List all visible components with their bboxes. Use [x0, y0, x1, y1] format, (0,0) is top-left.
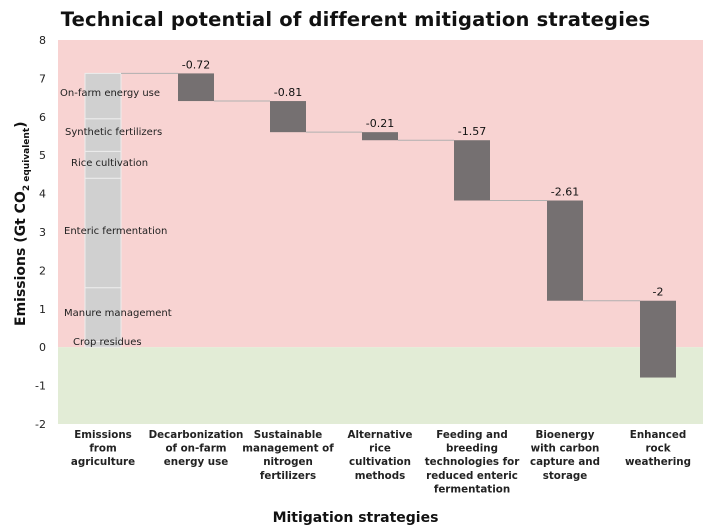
category-label-line: of on-farm	[165, 443, 226, 455]
background-band-0	[58, 40, 703, 348]
step-value-label: -0.81	[274, 86, 302, 99]
category-label-line: Bioenergy	[536, 429, 595, 441]
category-label-line: weathering	[625, 456, 691, 468]
step-bar-1	[178, 73, 214, 102]
step-value-label: -1.57	[458, 125, 486, 138]
total-segment-label: Synthetic fertilizers	[65, 127, 162, 138]
category-label-line: agriculture	[71, 456, 135, 468]
category-label-line: breeding	[446, 443, 498, 455]
category-label: Decarbonization of on-farm energy use	[149, 429, 244, 468]
step-bar-6	[640, 300, 676, 378]
step-value-label: -2	[653, 286, 664, 299]
category-label-line: capture and	[530, 456, 600, 468]
total-segment-label: Enteric fermentation	[64, 226, 167, 237]
category-label-line: nitrogen	[263, 456, 313, 468]
step-bar-5	[547, 200, 583, 301]
category-label-line: Sustainable	[254, 429, 322, 441]
category-label: Alternative rice cultivation methods	[348, 429, 413, 482]
category-label-line: fermentation	[434, 483, 510, 495]
category-label-line: storage	[543, 470, 588, 482]
y-tick-label: 1	[39, 303, 46, 316]
step-value-label: -0.21	[366, 117, 394, 130]
category-label-line: energy use	[164, 456, 229, 468]
step-bar-4	[454, 140, 490, 201]
category-label-line: with carbon	[531, 443, 600, 455]
total-segment-label: Manure management	[64, 308, 172, 319]
step-bar-2	[270, 101, 306, 133]
category-label-line: rock	[645, 443, 671, 455]
category-label-line: management of	[242, 443, 334, 455]
category-label-line: Decarbonization	[149, 429, 244, 441]
category-label-line: Enhanced	[630, 429, 686, 441]
step-bar-3	[362, 132, 398, 141]
total-segment-5	[84, 72, 122, 120]
y-tick-label: 2	[39, 264, 46, 277]
total-segment-label: Crop residues	[73, 337, 142, 348]
category-label-line: cultivation	[349, 456, 411, 468]
category-label-line: Emissions	[74, 429, 132, 441]
category-label-line: methods	[355, 470, 406, 482]
y-tick-label: 5	[39, 149, 46, 162]
category-label-line: Feeding and	[436, 429, 507, 441]
total-segment-3	[84, 150, 122, 179]
category-label-line: from	[89, 443, 116, 455]
category-label-line: fertilizers	[260, 470, 316, 482]
step-value-label: -2.61	[551, 186, 579, 199]
category-label: Bioenergy with carbon capture and storage	[530, 429, 600, 482]
y-tick-label: 6	[39, 111, 46, 124]
y-tick-label: -1	[35, 380, 46, 393]
step-value-label: -0.72	[182, 58, 210, 71]
y-tick-label: 7	[39, 72, 46, 85]
y-tick-label: 8	[39, 34, 46, 47]
y-tick-label: 0	[39, 341, 46, 354]
total-segment-label: On-farm energy use	[60, 88, 160, 99]
y-tick-label: -2	[35, 418, 46, 431]
category-label-line: Alternative	[348, 429, 413, 441]
total-segment-label: Rice cultivation	[71, 158, 148, 169]
category-label: Enhanced rock weathering	[625, 429, 691, 468]
category-label-line: reduced enteric	[426, 470, 518, 482]
x-axis-title: Mitigation strategies	[272, 510, 439, 526]
category-label: Feeding and breeding technologies for reduc…	[425, 429, 520, 495]
category-label-line: technologies for	[425, 456, 520, 468]
category-label-line: rice	[369, 443, 391, 455]
category-label: Emissions from agriculture	[71, 429, 135, 468]
background-band-1	[58, 347, 703, 424]
total-segment-2	[84, 177, 122, 289]
y-tick-label: 4	[39, 188, 46, 201]
category-label: Sustainable management of nitrogen fertiliz…	[242, 429, 334, 482]
chart-title: Technical potential of different mitigat…	[60, 8, 651, 31]
y-tick-label: 3	[39, 226, 46, 239]
